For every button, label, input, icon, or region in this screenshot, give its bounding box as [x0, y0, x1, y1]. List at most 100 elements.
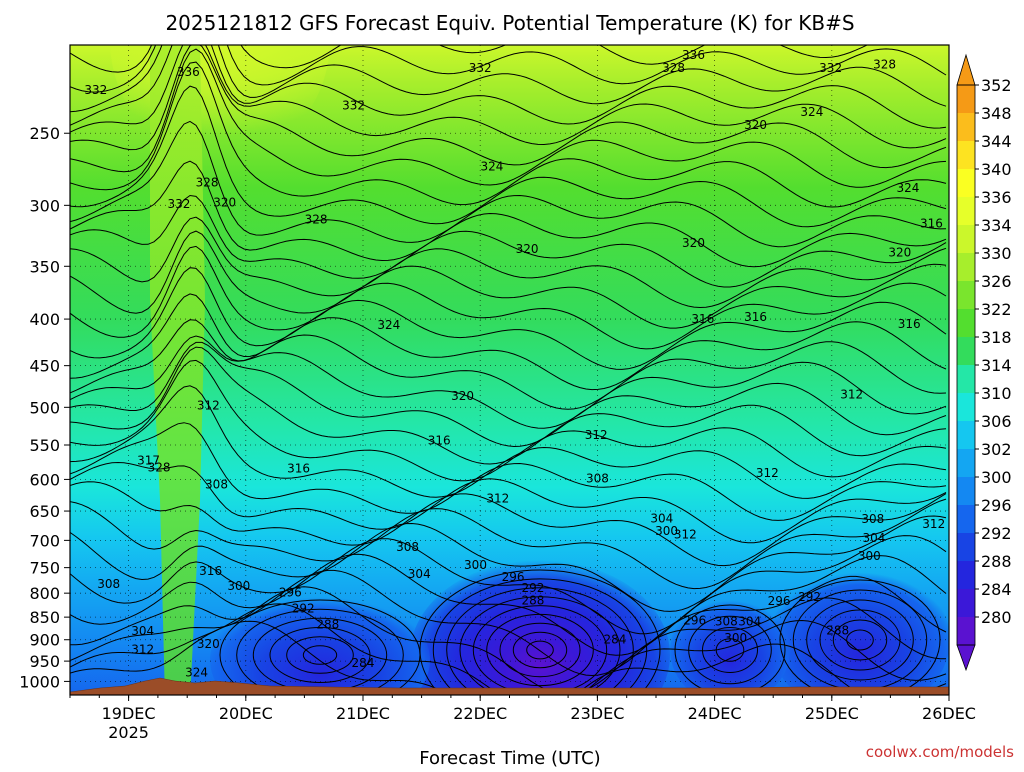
- contour-label: 296: [768, 594, 791, 608]
- colorbar-swatch: [957, 309, 975, 338]
- contour-label: 312: [197, 399, 220, 413]
- credit-text[interactable]: coolwx.com/models: [866, 743, 1014, 761]
- contour-label: 316: [744, 310, 767, 324]
- contour-label: 332: [342, 98, 365, 112]
- contour-line: [70, 341, 947, 448]
- contour-label: 328: [148, 460, 171, 474]
- contour-line: [70, 481, 947, 567]
- colorbar-label: 288: [981, 552, 1012, 571]
- contour-label: 312: [922, 517, 945, 531]
- colorbar-swatch: [957, 113, 975, 142]
- colorbar-label: 352: [981, 76, 1012, 95]
- y-tick-label: 400: [29, 310, 60, 329]
- colorbar-label: 300: [981, 468, 1012, 487]
- contour-label: 304: [131, 624, 154, 638]
- contour-line: [70, 45, 947, 169]
- contour-label: 296: [279, 586, 302, 600]
- colorbar-label: 310: [981, 384, 1012, 403]
- x-tick-label: 22DEC: [453, 704, 507, 723]
- x-tick-label: 24DEC: [688, 704, 742, 723]
- contour-label: 316: [898, 317, 921, 331]
- contour-label: 312: [131, 643, 154, 657]
- contour-label: 320: [213, 196, 236, 210]
- colorbar-bottom-arrow: [956, 644, 976, 672]
- y-tick-label: 550: [29, 436, 60, 455]
- contour-line: [70, 45, 947, 129]
- contour-ring: [486, 613, 594, 687]
- contour-label: 300: [464, 558, 487, 572]
- y-tick-label: 450: [29, 357, 60, 376]
- contour-line: [70, 586, 946, 695]
- colorbar-label: 336: [981, 188, 1012, 207]
- y-tick-label: 950: [29, 652, 60, 671]
- y-tick-label: 300: [29, 196, 60, 215]
- contour-label: 308: [861, 512, 884, 526]
- contour-line: [70, 620, 947, 695]
- colorbar-label: 284: [981, 580, 1012, 599]
- terrain-surface: [69, 677, 950, 696]
- contour-line: [70, 359, 947, 482]
- colorbar-label: 314: [981, 356, 1012, 375]
- colorbar-label: 292: [981, 524, 1012, 543]
- y-tick-label: 600: [29, 470, 60, 489]
- x-tick-label: 25DEC: [805, 704, 859, 723]
- contour-line: [70, 535, 947, 635]
- contour-label: 304: [863, 531, 886, 545]
- contour-line: [70, 267, 947, 370]
- contour-label: 300: [655, 524, 678, 538]
- contour-label: 304: [408, 567, 431, 581]
- y-tick-label: 850: [29, 608, 60, 627]
- x-tick-label: 20DEC: [219, 704, 273, 723]
- y-tick-label: 700: [29, 531, 60, 550]
- colorbar-label: 326: [981, 272, 1012, 291]
- contour-label: 304: [650, 511, 673, 525]
- contour-label: 292: [798, 590, 821, 604]
- contour-line: [70, 45, 869, 73]
- contour-label: 324: [897, 181, 920, 195]
- contour-lines: [70, 45, 947, 695]
- contour-ring: [219, 599, 421, 695]
- contour-label: 336: [682, 48, 705, 62]
- colorbar-label: 334: [981, 216, 1012, 235]
- contour-ring: [432, 578, 648, 695]
- contour-label: 308: [715, 614, 738, 628]
- contour-label: 320: [451, 389, 474, 403]
- contour-ring: [512, 631, 568, 669]
- contour-label: 324: [185, 666, 208, 680]
- contour-label-group: 336 336 332 332 332 332 328 328 328 328 332 320 324 3…: [84, 48, 945, 680]
- contour-label: 316: [428, 434, 451, 448]
- contour-label: 308: [205, 478, 228, 492]
- contour-line: [70, 385, 947, 499]
- field-cold-pool-2: [210, 590, 430, 695]
- colorbar-label: 348: [981, 104, 1012, 123]
- contour-label: 328: [196, 175, 219, 189]
- contour-label: 320: [682, 236, 705, 250]
- contour-line: [70, 45, 947, 149]
- contour-label: 320: [197, 637, 220, 651]
- contour-label: 332: [168, 197, 191, 211]
- y-tick-label: 800: [29, 584, 60, 603]
- contour-ring: [688, 615, 772, 685]
- contour-line: [70, 498, 947, 590]
- y-tick-label: 250: [29, 124, 60, 143]
- contour-label: 328: [662, 61, 685, 75]
- y-tick-label: 750: [29, 559, 60, 578]
- y-axis: 250 300 350 400 450 500 550 600 650 700 750 800 850 9…: [19, 124, 70, 691]
- contour-label: 312: [486, 492, 509, 506]
- contour-label: 292: [292, 602, 315, 616]
- contour-line: [70, 216, 947, 309]
- contour-label: 300: [858, 549, 881, 563]
- contour-ring: [286, 636, 354, 674]
- contour-label: 312: [674, 528, 697, 542]
- contour-label: 288: [316, 618, 339, 632]
- contour-label: 320: [888, 245, 911, 259]
- colorbar-swatch: [957, 393, 975, 422]
- colorbar: 352 348 344 340 336 334 330 326 322 318 314 310 306 3…: [956, 53, 1012, 672]
- contour-label: 312: [840, 387, 863, 401]
- contour-label: 300: [724, 631, 747, 645]
- contour-line: [70, 45, 947, 113]
- colorbar-swatch: [957, 477, 975, 506]
- colorbar-swatch: [957, 421, 975, 450]
